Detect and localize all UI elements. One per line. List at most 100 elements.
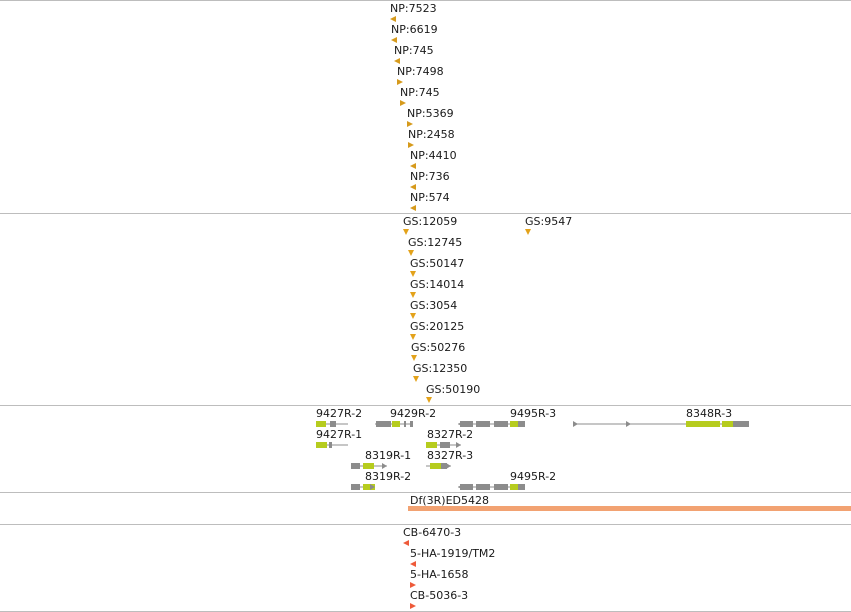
gs-insertion-label: GS:14014	[410, 278, 465, 291]
exon-block	[518, 421, 525, 427]
insertion-marker-left-icon	[403, 540, 409, 546]
gene-model-glyph[interactable]	[349, 483, 381, 491]
gs-insertion-label: GS:50276	[411, 341, 466, 354]
exon-block	[460, 484, 473, 490]
exon-block	[518, 484, 525, 490]
gene-model-glyph[interactable]	[314, 420, 354, 428]
deficiency-label: Df(3R)ED5428	[410, 494, 489, 507]
gene-model-glyph[interactable]	[349, 462, 393, 470]
gene-model-label: 9495R-3	[510, 407, 557, 420]
strand-arrow-icon	[458, 484, 463, 490]
exon-block	[494, 484, 508, 490]
insertion-marker-down-icon	[403, 229, 409, 235]
gene-model-glyph[interactable]	[571, 420, 755, 428]
exon-block	[733, 421, 749, 427]
gs-insertion-label: GS:9547	[525, 215, 573, 228]
insertion-marker-right-icon	[408, 142, 414, 148]
gene-model-label: 8327R-2	[427, 428, 474, 441]
gs-insertion-label: GS:50147	[410, 257, 465, 270]
np-insertion-label: NP:2458	[408, 128, 455, 141]
exon-block	[329, 442, 332, 448]
gs-insertion-label: GS:50190	[426, 383, 481, 396]
exon-block	[441, 463, 447, 469]
exon-block	[476, 421, 490, 427]
insertion-marker-left-icon	[410, 205, 416, 211]
cds-block	[426, 442, 437, 448]
cds-block	[510, 484, 518, 490]
exon-block	[460, 421, 473, 427]
stock-feature-label: 5-HA-1658	[410, 568, 469, 581]
exon-block	[440, 442, 450, 448]
strand-arrow-icon	[316, 442, 321, 448]
cds-block	[316, 442, 327, 448]
gs-insertion-label: GS:3054	[410, 299, 458, 312]
gene-model-glyph[interactable]	[373, 420, 419, 428]
insertion-marker-right-icon	[410, 582, 416, 588]
strand-arrow-icon	[446, 463, 451, 469]
insertion-marker-down-icon	[411, 355, 417, 361]
gene-model-label: 8348R-3	[686, 407, 733, 420]
gene-model-label: 9427R-1	[316, 428, 363, 441]
insertion-marker-left-icon	[390, 16, 396, 22]
gs-insertion-label: GS:12059	[403, 215, 458, 228]
exon-block	[404, 421, 406, 427]
strand-arrow-icon	[744, 421, 749, 427]
np-insertion-label: NP:7498	[397, 65, 444, 78]
np-insertion-label: NP:736	[410, 170, 450, 183]
cds-block	[363, 463, 374, 469]
np-insertion-label: NP:4410	[410, 149, 457, 162]
gene-model-label: 8319R-2	[365, 470, 412, 483]
exon-block	[376, 421, 391, 427]
gs-insertion-label: GS:20125	[410, 320, 465, 333]
strand-arrow-icon	[458, 421, 463, 427]
insertion-marker-down-icon	[410, 334, 416, 340]
strand-arrow-icon	[375, 421, 380, 427]
track-separator	[0, 213, 851, 214]
np-insertion-label: NP:5369	[407, 107, 454, 120]
np-insertion-label: NP:745	[400, 86, 440, 99]
insertion-marker-left-icon	[410, 163, 416, 169]
insertion-marker-down-icon	[426, 397, 432, 403]
gene-model-glyph[interactable]	[456, 420, 531, 428]
gene-model-label: 8327R-3	[427, 449, 474, 462]
np-insertion-label: NP:7523	[390, 2, 437, 15]
cds-block	[722, 421, 733, 427]
track-separator	[0, 0, 851, 1]
direction-tick-icon	[626, 421, 631, 427]
exon-block	[351, 484, 360, 490]
stock-feature-label: CB-6470-3	[403, 526, 462, 539]
strand-arrow-icon	[316, 421, 321, 427]
insertion-marker-down-icon	[408, 250, 414, 256]
cds-block	[510, 421, 518, 427]
stock-feature-label: 5-HA-1919/TM2	[410, 547, 496, 560]
deficiency-bar[interactable]	[408, 506, 851, 511]
insertion-marker-left-icon	[410, 561, 416, 567]
strand-arrow-icon	[456, 442, 461, 448]
gene-model-glyph[interactable]	[424, 462, 457, 470]
exon-block	[351, 463, 360, 469]
gene-model-label: 9427R-2	[316, 407, 363, 420]
cds-block	[392, 421, 400, 427]
exon-block	[494, 421, 508, 427]
gene-model-glyph[interactable]	[456, 483, 531, 491]
insertion-marker-left-icon	[394, 58, 400, 64]
gene-model-glyph[interactable]	[424, 441, 467, 449]
gs-insertion-label: GS:12745	[408, 236, 463, 249]
insertion-marker-down-icon	[413, 376, 419, 382]
np-insertion-label: NP:6619	[391, 23, 438, 36]
gene-model-label: 9495R-2	[510, 470, 557, 483]
insertion-marker-down-icon	[410, 313, 416, 319]
direction-tick-icon	[573, 421, 578, 427]
gs-insertion-label: GS:12350	[413, 362, 468, 375]
insertion-marker-right-icon	[397, 79, 403, 85]
exon-block	[410, 421, 413, 427]
cds-block	[430, 463, 441, 469]
insertion-marker-down-icon	[410, 292, 416, 298]
cds-block	[686, 421, 720, 427]
insertion-marker-left-icon	[391, 37, 397, 43]
gene-model-glyph[interactable]	[314, 441, 354, 449]
np-insertion-label: NP:745	[394, 44, 434, 57]
insertion-marker-down-icon	[525, 229, 531, 235]
track-separator	[0, 492, 851, 493]
